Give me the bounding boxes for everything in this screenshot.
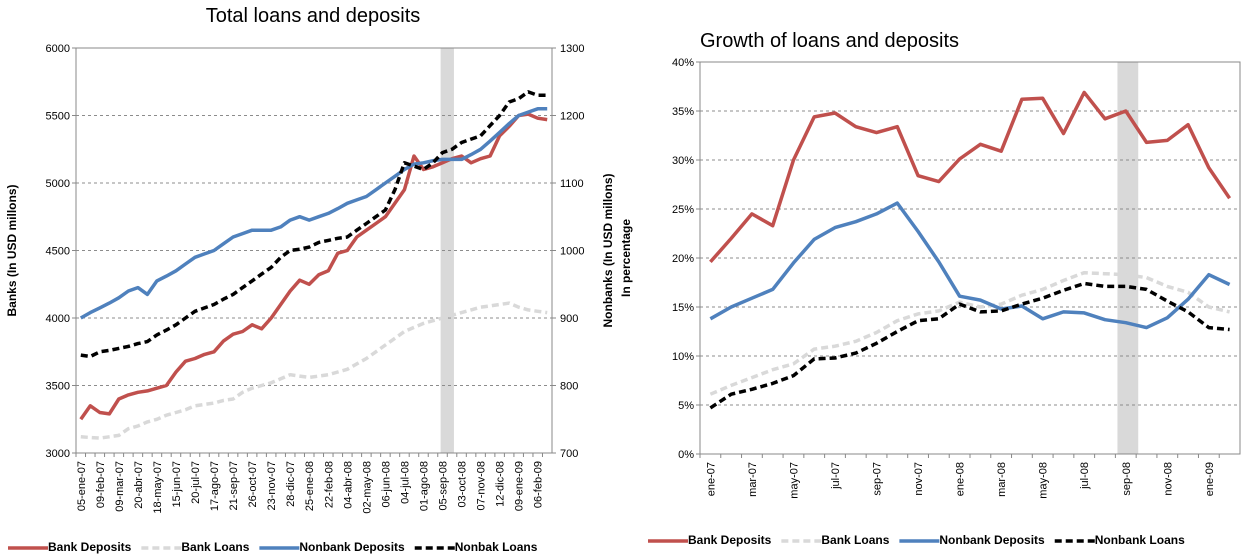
x-tick-label: 28-dic-07: [285, 461, 297, 507]
legend-label: Nonbank Deposits: [939, 533, 1045, 547]
y2-tick-label: 900: [560, 313, 578, 325]
x-tick-label: 26-oct-07: [247, 461, 259, 507]
series-line: [709, 281, 1230, 410]
x-tick-label: 04-abr-08: [342, 461, 354, 509]
y-tick-label: 25%: [672, 204, 694, 216]
y-tick-label: 4500: [46, 246, 70, 258]
x-tick-label: 21-sep-07: [228, 461, 240, 511]
y-tick-label: 6000: [46, 43, 70, 55]
y-tick-label: 35%: [672, 106, 694, 118]
x-tick-label: 09-ene-09: [514, 461, 526, 511]
y-tick-label: 15%: [672, 302, 694, 314]
y-tick-label: 5000: [46, 178, 70, 190]
x-tick-label: 06-feb-09: [533, 461, 545, 508]
chart-title: Total loans and deposits: [206, 5, 421, 27]
x-tick-label: jul-07: [830, 462, 842, 490]
legend-label: Bank Deposits: [688, 533, 772, 547]
legend-label: Nonbak Loans: [455, 540, 538, 554]
series-line: [709, 90, 1232, 264]
y-tick-label: 20%: [672, 253, 694, 265]
x-tick-label: 07-nov-08: [476, 461, 488, 511]
y-axis-label: In percentage: [619, 219, 633, 297]
y2-tick-label: 700: [560, 448, 578, 460]
x-tick-label: 03-oct-08: [457, 461, 469, 507]
x-tick-label: 09-feb-07: [95, 461, 107, 508]
x-tick-label: ene-09: [1204, 462, 1216, 496]
y-tick-label: 0%: [678, 449, 694, 461]
series-line: [80, 301, 548, 440]
x-tick-label: 12-dic-08: [495, 461, 507, 507]
chart-title: Growth of loans and deposits: [700, 30, 959, 52]
x-tick-label: 09-mar-07: [114, 461, 126, 512]
series-line: [709, 201, 1231, 330]
x-tick-label: 23-nov-07: [266, 461, 278, 511]
y-tick-label: 10%: [672, 351, 694, 363]
y-tick-label: 30%: [672, 155, 694, 167]
series-line: [79, 107, 548, 320]
x-tick-label: 20-jul-07: [190, 461, 202, 504]
x-tick-label: may-07: [788, 462, 800, 499]
x-tick-label: may-08: [1038, 462, 1050, 499]
legend-label: Nonbank Loans: [1095, 533, 1185, 547]
y-axis-label: Banks (In USD millons): [5, 184, 19, 316]
x-tick-label: 06-jun-08: [380, 461, 392, 507]
x-tick-label: nov-07: [913, 462, 925, 496]
series-line: [709, 270, 1231, 396]
x-tick-label: sep-08: [1121, 462, 1133, 496]
y-tick-label: 3500: [46, 381, 70, 393]
x-tick-label: 22-feb-08: [323, 461, 335, 508]
x-tick-label: 01-ago-08: [418, 461, 430, 511]
y2-tick-label: 1200: [560, 111, 584, 123]
x-tick-label: 18-may-07: [152, 461, 164, 514]
legend-label: Bank Loans: [181, 540, 249, 554]
x-tick-label: 02-may-08: [361, 461, 373, 514]
y2-tick-label: 800: [560, 381, 578, 393]
y-tick-label: 4000: [46, 313, 70, 325]
x-tick-label: 04-jul-08: [399, 461, 411, 504]
series-line: [79, 112, 548, 421]
x-tick-label: sep-07: [872, 462, 884, 496]
x-tick-label: ene-08: [955, 462, 967, 496]
x-tick-label: ene-07: [705, 462, 717, 496]
x-tick-label: 05-sep-08: [438, 461, 450, 511]
x-tick-label: mar-08: [996, 462, 1008, 497]
x-tick-label: 05-ene-07: [76, 461, 88, 511]
y2-tick-label: 1100: [560, 178, 584, 190]
x-tick-label: nov-08: [1162, 462, 1174, 496]
legend-label: Bank Deposits: [48, 540, 132, 554]
y-tick-label: 5%: [678, 400, 694, 412]
x-tick-label: 20-abr-07: [133, 461, 145, 509]
x-tick-label: 15-jun-07: [171, 461, 183, 507]
series-line: [80, 90, 548, 359]
highlight-band: [440, 48, 454, 453]
x-tick-label: 25-ene-08: [304, 461, 316, 511]
legend-label: Nonbank Deposits: [299, 540, 405, 554]
x-tick-label: jul-08: [1079, 462, 1091, 490]
y-tick-label: 5500: [46, 111, 70, 123]
x-tick-label: 17-ago-07: [209, 461, 221, 511]
y2-axis-label: Nonbanks (In USD millons): [601, 173, 615, 327]
y2-tick-label: 1300: [560, 43, 584, 55]
legend-label: Bank Loans: [821, 533, 889, 547]
y2-tick-label: 1000: [560, 246, 584, 258]
x-tick-label: mar-07: [747, 462, 759, 497]
y-tick-label: 3000: [46, 448, 70, 460]
y-tick-label: 40%: [672, 57, 694, 69]
